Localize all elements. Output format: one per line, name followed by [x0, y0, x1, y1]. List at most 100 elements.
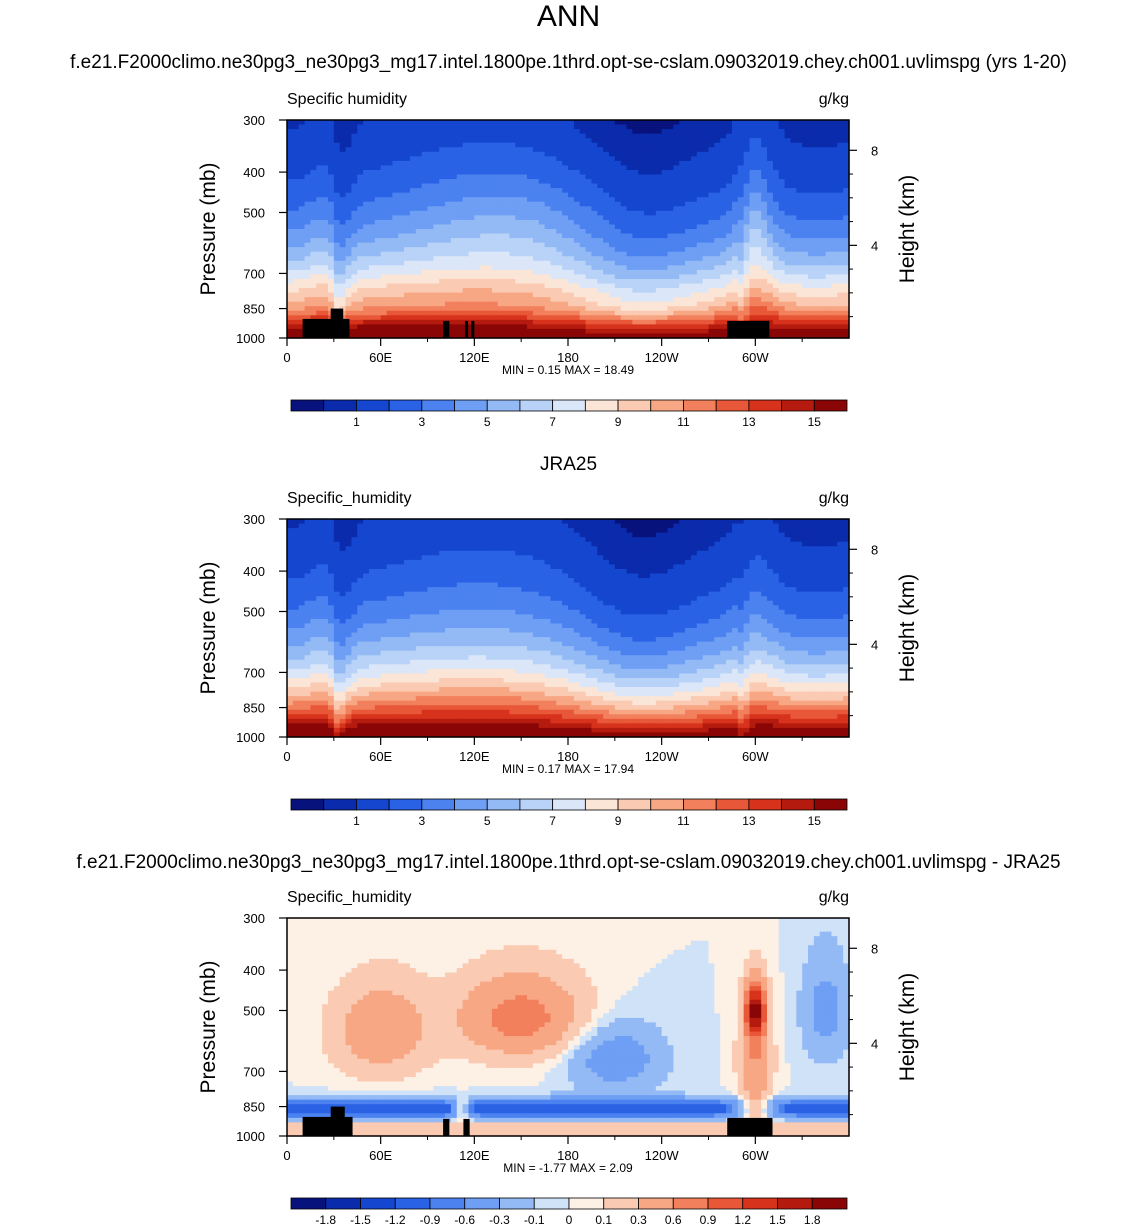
field-cell — [550, 179, 557, 185]
field-cell — [304, 532, 312, 538]
field-cell — [304, 124, 312, 130]
field-cell — [620, 333, 628, 339]
field-cell — [480, 247, 487, 253]
field-cell — [339, 179, 347, 185]
field-cell — [597, 519, 604, 525]
field-cell — [714, 328, 721, 335]
field-cell — [825, 224, 833, 230]
field-cell — [831, 183, 838, 189]
field-cell — [316, 183, 323, 189]
field-cell — [468, 292, 475, 298]
field-cell — [761, 147, 768, 153]
field-cell — [450, 278, 458, 285]
field-cell — [761, 156, 768, 162]
field-cell — [550, 133, 557, 139]
field-cell — [351, 160, 358, 167]
field-cell — [608, 251, 616, 257]
field-cell — [527, 165, 534, 171]
field-cell — [345, 192, 352, 198]
field-cell — [591, 274, 598, 280]
field-cell — [726, 169, 733, 176]
field-cell — [486, 192, 493, 198]
field-cell — [310, 242, 317, 248]
field-cell — [550, 201, 557, 207]
field-cell — [843, 310, 850, 316]
field-cell — [503, 129, 511, 135]
field-cell — [608, 147, 616, 153]
field-cell — [474, 179, 481, 185]
field-cell — [404, 292, 411, 298]
field-cell — [468, 297, 475, 303]
colorbar-swatch — [388, 399, 423, 412]
field-cell — [556, 288, 563, 294]
field-cell — [655, 169, 663, 176]
field-cell — [714, 188, 721, 194]
field-cell — [368, 269, 376, 276]
field-cell — [327, 269, 335, 276]
field-cell — [813, 265, 821, 271]
field-cell — [386, 210, 393, 216]
field-cell — [708, 124, 715, 130]
field-cell — [661, 260, 669, 266]
field-cell — [304, 523, 312, 529]
field-cell — [439, 324, 446, 330]
field-cell — [568, 247, 575, 253]
field-cell — [368, 179, 376, 185]
field-cell — [374, 269, 382, 276]
field-cell — [813, 174, 821, 180]
field-cell — [474, 138, 481, 144]
field-cell — [784, 256, 792, 262]
field-cell — [556, 120, 563, 126]
y-tick-label: 700 — [243, 266, 265, 281]
field-cell — [351, 147, 358, 153]
field-cell — [392, 288, 399, 294]
field-cell — [562, 523, 569, 529]
field-cell — [708, 260, 715, 266]
field-cell — [761, 197, 768, 203]
field-cell — [731, 179, 739, 185]
field-cell — [427, 165, 434, 171]
field-cell — [579, 129, 587, 135]
field-cell — [597, 292, 604, 298]
field-cell — [509, 260, 516, 266]
field-cell — [737, 142, 745, 148]
field-cell — [702, 523, 710, 529]
field-cell — [351, 179, 358, 185]
field-cell — [591, 319, 598, 325]
field-cell — [491, 528, 499, 534]
field-cell — [737, 192, 745, 198]
field-cell — [392, 151, 399, 157]
field-cell — [726, 310, 733, 316]
field-cell — [696, 192, 704, 198]
field-cell — [392, 179, 399, 185]
field-cell — [392, 160, 399, 167]
field-cell — [409, 124, 417, 130]
field-cell — [316, 278, 323, 285]
field-cell — [474, 233, 481, 239]
field-cell — [292, 301, 300, 307]
field-cell — [737, 197, 745, 203]
field-cell — [772, 124, 780, 130]
field-cell — [333, 532, 341, 538]
field-cell — [597, 210, 604, 216]
field-cell — [603, 129, 610, 135]
field-cell — [480, 269, 487, 276]
field-cell — [562, 179, 569, 185]
field-cell — [755, 297, 762, 303]
field-cell — [298, 310, 306, 316]
field-cell — [737, 224, 745, 230]
field-cell — [568, 169, 575, 176]
field-cell — [521, 147, 528, 153]
field-cell — [357, 169, 364, 176]
field-cell — [673, 247, 680, 253]
field-cell — [398, 528, 405, 534]
field-cell — [649, 210, 657, 216]
field-cell — [673, 242, 680, 248]
field-cell — [649, 278, 657, 285]
field-cell — [386, 124, 393, 130]
field-cell — [445, 174, 452, 180]
field-cell — [468, 210, 475, 216]
field-cell — [462, 247, 470, 253]
field-cell — [714, 306, 721, 312]
field-cell — [614, 165, 622, 171]
